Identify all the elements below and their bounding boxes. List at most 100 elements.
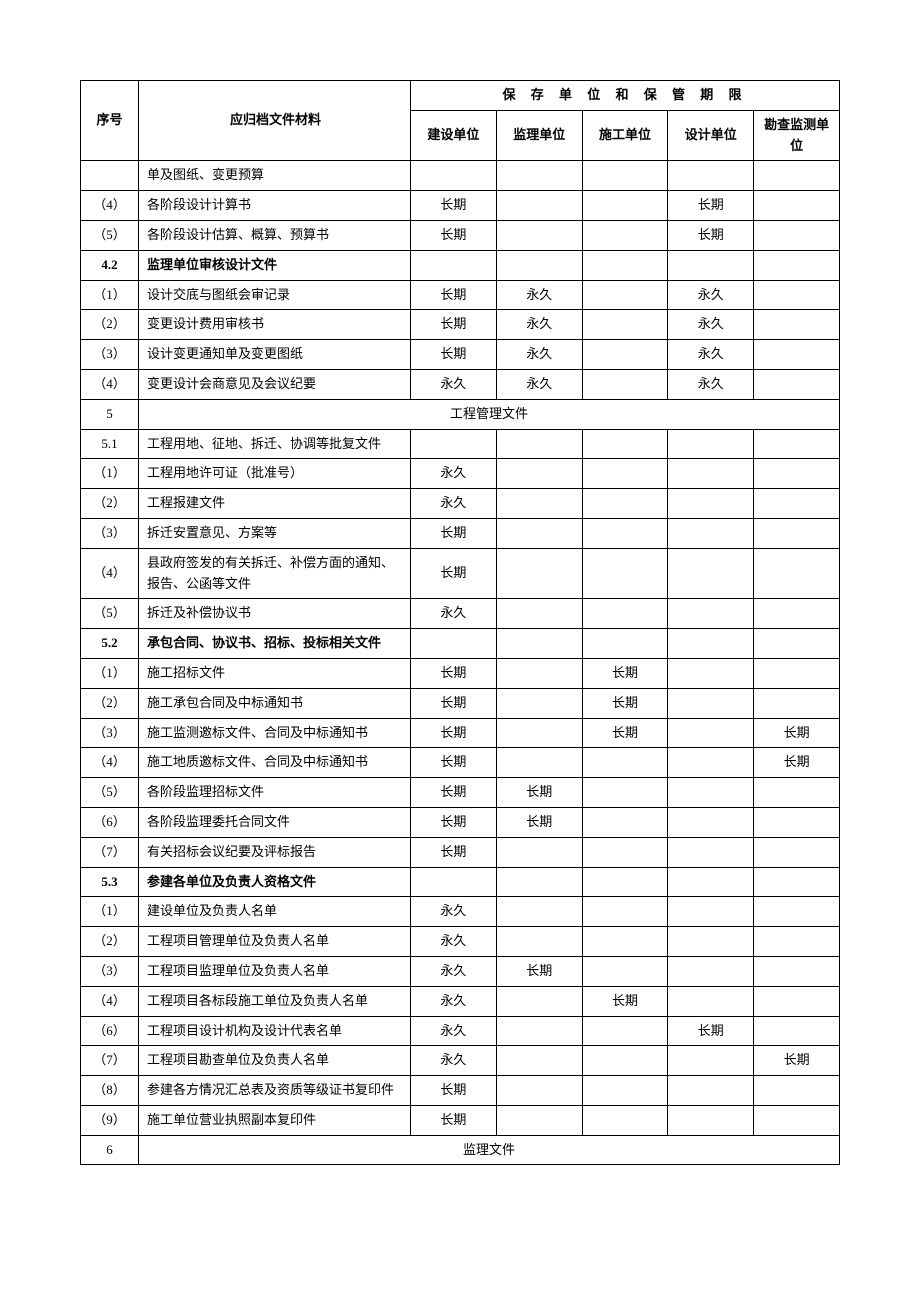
table-row: 4.2监理单位审核设计文件 bbox=[81, 250, 840, 280]
row-unit-5 bbox=[754, 1016, 840, 1046]
row-unit-5 bbox=[754, 688, 840, 718]
row-unit-2 bbox=[496, 548, 582, 599]
row-unit-5 bbox=[754, 429, 840, 459]
row-desc: 工程项目各标段施工单位及负责人名单 bbox=[139, 986, 411, 1016]
row-unit-4: 永久 bbox=[668, 310, 754, 340]
row-unit-5 bbox=[754, 986, 840, 1016]
row-unit-4: 长期 bbox=[668, 191, 754, 221]
row-seq: （5） bbox=[81, 778, 139, 808]
row-unit-3 bbox=[582, 778, 668, 808]
row-unit-1 bbox=[411, 429, 497, 459]
table-row: （4）变更设计会商意见及会议纪要永久永久永久 bbox=[81, 369, 840, 399]
row-unit-3 bbox=[582, 1076, 668, 1106]
row-unit-5 bbox=[754, 548, 840, 599]
row-unit-1: 长期 bbox=[411, 688, 497, 718]
row-unit-2 bbox=[496, 927, 582, 957]
row-unit-2 bbox=[496, 191, 582, 221]
row-unit-4: 永久 bbox=[668, 340, 754, 370]
row-seq: （3） bbox=[81, 956, 139, 986]
row-unit-5 bbox=[754, 897, 840, 927]
row-seq: （2） bbox=[81, 310, 139, 340]
row-unit-2: 长期 bbox=[496, 807, 582, 837]
table-row: （1）工程用地许可证（批准号）永久 bbox=[81, 459, 840, 489]
row-unit-5 bbox=[754, 161, 840, 191]
row-unit-5 bbox=[754, 369, 840, 399]
row-desc: 各阶段监理招标文件 bbox=[139, 778, 411, 808]
table-row: （2）工程项目管理单位及负责人名单永久 bbox=[81, 927, 840, 957]
row-unit-2: 长期 bbox=[496, 778, 582, 808]
row-unit-2 bbox=[496, 250, 582, 280]
row-unit-2 bbox=[496, 518, 582, 548]
row-unit-1: 长期 bbox=[411, 340, 497, 370]
row-unit-3 bbox=[582, 429, 668, 459]
row-seq: （2） bbox=[81, 489, 139, 519]
row-unit-3 bbox=[582, 548, 668, 599]
row-unit-2 bbox=[496, 161, 582, 191]
row-seq: （4） bbox=[81, 986, 139, 1016]
row-unit-4 bbox=[668, 599, 754, 629]
archive-files-table: 序号 应归档文件材料 保 存 单 位 和 保 管 期 限 建设单位 监理单位 施… bbox=[80, 80, 840, 1165]
row-unit-5 bbox=[754, 867, 840, 897]
row-seq: （1） bbox=[81, 658, 139, 688]
row-unit-5: 长期 bbox=[754, 748, 840, 778]
row-unit-2 bbox=[496, 599, 582, 629]
table-row: 5工程管理文件 bbox=[81, 399, 840, 429]
row-seq: 5.1 bbox=[81, 429, 139, 459]
row-seq: （2） bbox=[81, 927, 139, 957]
row-unit-2 bbox=[496, 1076, 582, 1106]
row-unit-1: 永久 bbox=[411, 956, 497, 986]
row-desc: 设计交底与图纸会审记录 bbox=[139, 280, 411, 310]
table-row: （7）工程项目勘查单位及负责人名单永久长期 bbox=[81, 1046, 840, 1076]
row-unit-5: 长期 bbox=[754, 1046, 840, 1076]
table-row: 5.3参建各单位及负责人资格文件 bbox=[81, 867, 840, 897]
header-unit3: 施工单位 bbox=[582, 110, 668, 161]
row-unit-1: 永久 bbox=[411, 489, 497, 519]
table-row: （6）工程项目设计机构及设计代表名单永久长期 bbox=[81, 1016, 840, 1046]
row-unit-2 bbox=[496, 897, 582, 927]
table-row: （1）施工招标文件长期长期 bbox=[81, 658, 840, 688]
row-unit-4: 永久 bbox=[668, 369, 754, 399]
row-desc: 各阶段设计计算书 bbox=[139, 191, 411, 221]
row-unit-1: 长期 bbox=[411, 778, 497, 808]
table-row: （3）工程项目监理单位及负责人名单永久长期 bbox=[81, 956, 840, 986]
row-desc: 工程项目设计机构及设计代表名单 bbox=[139, 1016, 411, 1046]
row-unit-1: 永久 bbox=[411, 599, 497, 629]
section-title: 监理文件 bbox=[139, 1135, 840, 1165]
row-unit-1: 长期 bbox=[411, 191, 497, 221]
row-unit-4 bbox=[668, 459, 754, 489]
section-title: 工程管理文件 bbox=[139, 399, 840, 429]
row-seq: （2） bbox=[81, 688, 139, 718]
row-unit-1: 长期 bbox=[411, 1105, 497, 1135]
row-desc: 施工地质邀标文件、合同及中标通知书 bbox=[139, 748, 411, 778]
row-unit-4 bbox=[668, 897, 754, 927]
table-row: （7）有关招标会议纪要及评标报告长期 bbox=[81, 837, 840, 867]
table-row: （3）施工监测邀标文件、合同及中标通知书长期长期长期 bbox=[81, 718, 840, 748]
row-desc: 变更设计会商意见及会议纪要 bbox=[139, 369, 411, 399]
row-seq: （4） bbox=[81, 369, 139, 399]
row-seq: （7） bbox=[81, 1046, 139, 1076]
row-desc: 施工监测邀标文件、合同及中标通知书 bbox=[139, 718, 411, 748]
table-header: 序号 应归档文件材料 保 存 单 位 和 保 管 期 限 建设单位 监理单位 施… bbox=[81, 81, 840, 161]
row-unit-4 bbox=[668, 250, 754, 280]
row-unit-2 bbox=[496, 1016, 582, 1046]
row-unit-4 bbox=[668, 807, 754, 837]
table-row: （2）变更设计费用审核书长期永久永久 bbox=[81, 310, 840, 340]
row-seq: （5） bbox=[81, 599, 139, 629]
row-desc: 参建各单位及负责人资格文件 bbox=[139, 867, 411, 897]
row-unit-2 bbox=[496, 748, 582, 778]
row-unit-1: 长期 bbox=[411, 548, 497, 599]
row-desc: 参建各方情况汇总表及资质等级证书复印件 bbox=[139, 1076, 411, 1106]
row-seq: （3） bbox=[81, 718, 139, 748]
row-unit-3 bbox=[582, 280, 668, 310]
row-desc: 施工招标文件 bbox=[139, 658, 411, 688]
row-unit-3 bbox=[582, 1046, 668, 1076]
row-unit-4: 永久 bbox=[668, 280, 754, 310]
row-seq: 4.2 bbox=[81, 250, 139, 280]
row-seq: （1） bbox=[81, 459, 139, 489]
row-unit-2: 永久 bbox=[496, 369, 582, 399]
row-unit-1: 永久 bbox=[411, 927, 497, 957]
row-desc: 单及图纸、变更预算 bbox=[139, 161, 411, 191]
row-unit-5 bbox=[754, 489, 840, 519]
row-unit-5: 长期 bbox=[754, 718, 840, 748]
row-unit-3 bbox=[582, 807, 668, 837]
